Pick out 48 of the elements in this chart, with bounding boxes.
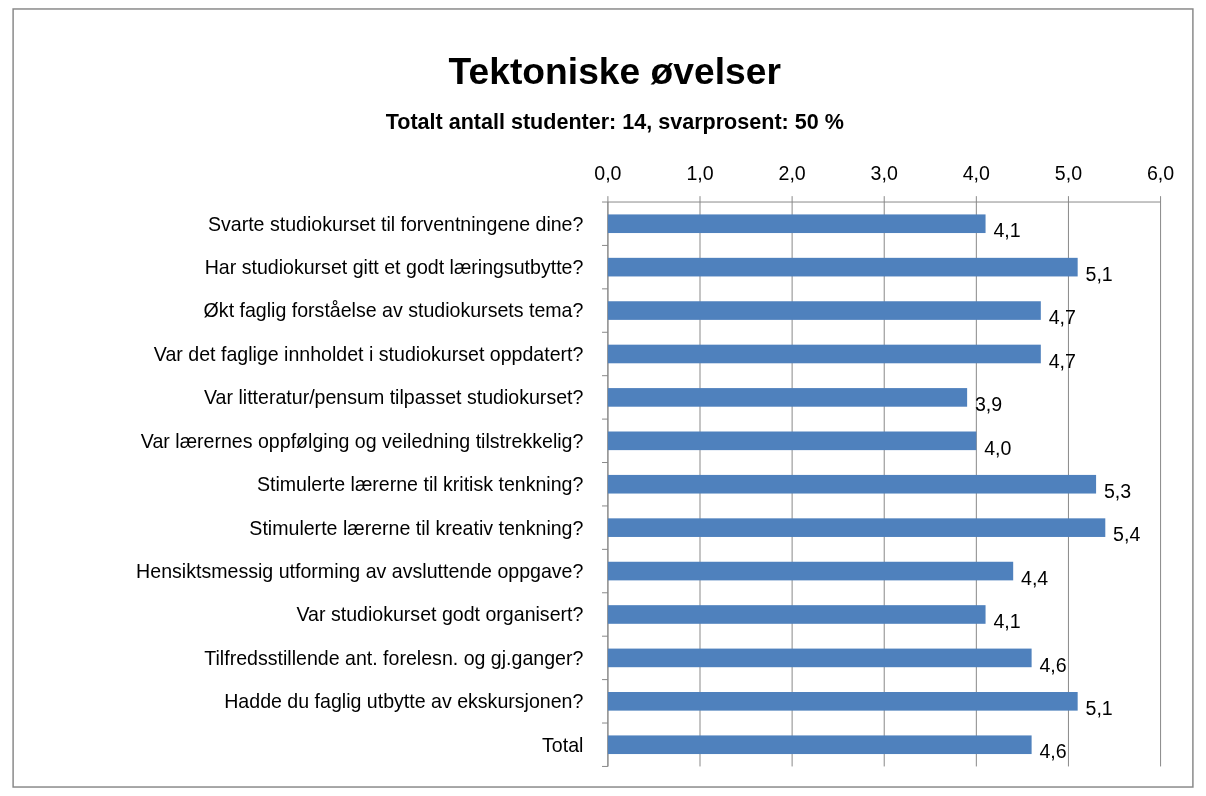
x-tick-label: 2,0 (778, 162, 806, 185)
x-tick-label: 1,0 (686, 162, 714, 185)
x-tick-label: 3,0 (870, 162, 898, 185)
data-label: 4,4 (1021, 566, 1049, 589)
chart-title: Tektoniske øvelser (448, 50, 781, 93)
bar (607, 561, 1014, 581)
data-label: 5,3 (1103, 479, 1132, 502)
data-label: 4,1 (993, 219, 1021, 242)
data-label: 5,4 (1113, 523, 1141, 546)
bar (607, 605, 986, 624)
data-label: 5,1 (1085, 262, 1113, 285)
y-tick-label: Var studiokurset godt organisert? (296, 603, 584, 626)
bar (607, 257, 1078, 277)
data-label: 4,6 (1039, 740, 1067, 763)
data-label: 4,6 (1039, 653, 1067, 676)
bar (607, 344, 1041, 364)
bar (607, 518, 1106, 537)
bar (607, 214, 986, 234)
data-label: 4,7 (1048, 306, 1076, 329)
bar (607, 735, 1032, 755)
y-tick-label: Total (542, 733, 584, 756)
bar (607, 388, 968, 407)
x-tick-label: 6,0 (1146, 162, 1175, 185)
y-tick-label: Hadde du faglig utbytte av ekskursjonen? (224, 690, 584, 713)
x-tick-label: 4,0 (962, 162, 991, 185)
data-label: 3,9 (974, 393, 1003, 416)
bar (607, 431, 977, 451)
bar (607, 301, 1041, 320)
y-tick-label: Svarte studiokurset til forventningene dine? (207, 212, 584, 235)
bar (607, 474, 1097, 494)
data-label: 4,0 (984, 436, 1012, 459)
y-tick-label: Tilfredsstillende ant. forelesn. og gj.ganger? (204, 646, 584, 669)
y-tick-label: Stimulerte lærerne til kritisk tenkning? (256, 473, 584, 496)
y-tick-label: Økt faglig forståelse av studiokursets tema? (203, 299, 584, 322)
data-label: 4,1 (993, 610, 1021, 633)
chart-subtitle: Totalt antall studenter: 14, svarprosent: 50 % (385, 108, 844, 134)
y-tick-label: Var det faglige innholdet i studiokurset oppdatert? (153, 342, 584, 365)
data-label: 5,1 (1085, 697, 1113, 720)
data-label: 4,7 (1048, 349, 1076, 372)
bar (607, 692, 1078, 711)
bar (607, 648, 1032, 668)
x-tick-label: 5,0 (1054, 162, 1083, 185)
y-tick-label: Hensiktsmessig utforming av avsluttende oppgave? (136, 559, 584, 582)
y-tick-label: Har studiokurset gitt et godt læringsutbytte? (204, 256, 584, 279)
y-tick-label: Var litteratur/pensum tilpasset studiokurset? (203, 386, 584, 409)
y-tick-label: Var lærernes oppfølging og veiledning tilstrekkelig? (140, 429, 584, 452)
x-tick-label: 0,0 (594, 162, 622, 185)
y-tick-label: Stimulerte lærerne til kreativ tenkning? (249, 516, 584, 539)
